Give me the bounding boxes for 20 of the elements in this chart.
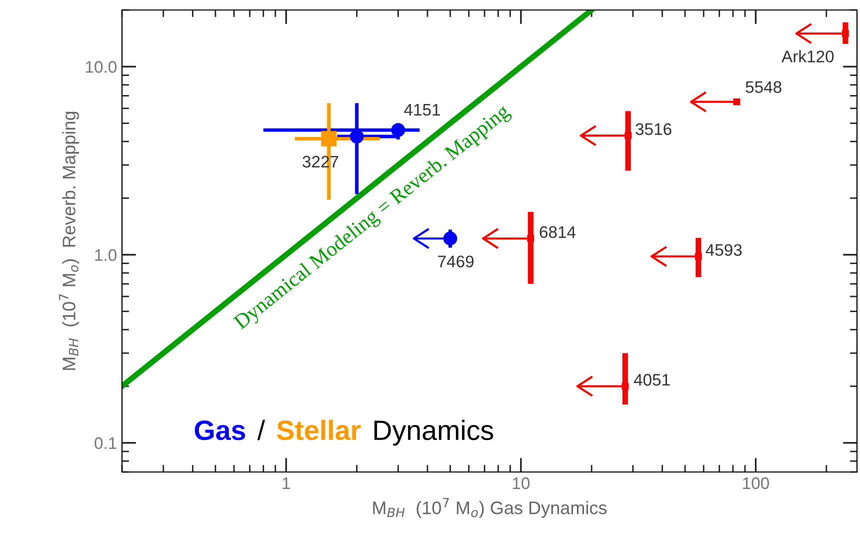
annotation: 4051 bbox=[634, 374, 670, 386]
text: Gas bbox=[194, 420, 246, 440]
annotation: 6814 bbox=[540, 226, 576, 238]
annotation: 4593 bbox=[706, 244, 742, 256]
annotation: Ark120 bbox=[782, 50, 834, 62]
y-axis-title: M$_{BH}$ (10$^{7}$ M$_{o}$) Reverb. Mapping bbox=[59, 112, 79, 370]
annotation: Dynamics bbox=[374, 420, 494, 446]
y-tick-label: 0.1 bbox=[94, 437, 116, 450]
x-tick-label: 1 bbox=[282, 477, 290, 489]
annotation: 3516 bbox=[636, 123, 672, 136]
x-tick-label: 10 bbox=[512, 477, 530, 490]
x-tick-label: 100 bbox=[743, 477, 769, 490]
annotation: / bbox=[257, 420, 266, 440]
y-tick-label: 1.0 bbox=[95, 249, 116, 261]
annotation: 4151 bbox=[404, 104, 440, 116]
annotation: 7469 bbox=[438, 256, 474, 268]
annotation: 5548 bbox=[746, 81, 782, 93]
y-tick-label: 10.0 bbox=[86, 61, 116, 73]
text: Stellar bbox=[276, 420, 361, 440]
x-axis-title: M$_{BH}$ (10$^{7}$ M$_{o}$) Gas Dynamics bbox=[373, 498, 607, 518]
